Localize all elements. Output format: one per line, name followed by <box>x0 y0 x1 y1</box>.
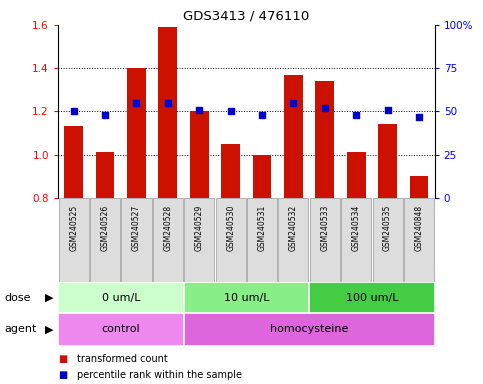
Bar <box>347 152 366 198</box>
Text: percentile rank within the sample: percentile rank within the sample <box>77 370 242 380</box>
Point <box>101 112 109 118</box>
Text: GSM240531: GSM240531 <box>257 205 267 251</box>
Text: 0 um/L: 0 um/L <box>101 293 140 303</box>
Point <box>321 105 328 111</box>
Bar <box>127 68 146 198</box>
FancyBboxPatch shape <box>153 198 183 282</box>
FancyBboxPatch shape <box>184 282 309 313</box>
FancyBboxPatch shape <box>58 313 184 346</box>
Text: dose: dose <box>5 293 31 303</box>
FancyBboxPatch shape <box>310 198 340 282</box>
Text: GSM240848: GSM240848 <box>414 205 424 251</box>
Point <box>70 108 78 114</box>
FancyBboxPatch shape <box>341 198 371 282</box>
FancyBboxPatch shape <box>404 198 434 282</box>
Point <box>258 112 266 118</box>
Point <box>195 106 203 113</box>
Bar <box>190 111 209 198</box>
Text: ■: ■ <box>58 370 67 380</box>
FancyBboxPatch shape <box>184 313 435 346</box>
Text: GSM240535: GSM240535 <box>383 205 392 251</box>
Text: GSM240525: GSM240525 <box>69 205 78 251</box>
FancyBboxPatch shape <box>121 198 152 282</box>
Text: GSM240527: GSM240527 <box>132 205 141 251</box>
FancyBboxPatch shape <box>247 198 277 282</box>
Text: GSM240532: GSM240532 <box>289 205 298 251</box>
Text: ■: ■ <box>58 354 67 364</box>
Text: 10 um/L: 10 um/L <box>224 293 269 303</box>
FancyBboxPatch shape <box>58 198 89 282</box>
Point <box>133 99 141 106</box>
Point <box>290 99 298 106</box>
Text: GSM240533: GSM240533 <box>320 205 329 251</box>
FancyBboxPatch shape <box>215 198 246 282</box>
FancyBboxPatch shape <box>58 282 184 313</box>
Point <box>415 114 423 120</box>
Text: GSM240534: GSM240534 <box>352 205 361 251</box>
Title: GDS3413 / 476110: GDS3413 / 476110 <box>183 9 310 22</box>
Point <box>353 112 360 118</box>
Bar <box>253 155 271 198</box>
Text: ▶: ▶ <box>44 293 53 303</box>
Text: transformed count: transformed count <box>77 354 168 364</box>
Bar <box>284 74 303 198</box>
FancyBboxPatch shape <box>278 198 309 282</box>
Bar <box>410 176 428 198</box>
FancyBboxPatch shape <box>90 198 120 282</box>
Text: ▶: ▶ <box>44 324 53 334</box>
Bar <box>315 81 334 198</box>
Text: GSM240529: GSM240529 <box>195 205 204 251</box>
Bar <box>96 152 114 198</box>
Text: agent: agent <box>5 324 37 334</box>
Text: homocysteine: homocysteine <box>270 324 348 334</box>
FancyBboxPatch shape <box>184 198 214 282</box>
Point <box>227 108 235 114</box>
Bar <box>64 126 83 198</box>
Bar <box>378 124 397 198</box>
Text: 100 um/L: 100 um/L <box>346 293 398 303</box>
Bar <box>221 144 240 198</box>
Text: GSM240526: GSM240526 <box>100 205 110 251</box>
Text: GSM240530: GSM240530 <box>226 205 235 251</box>
Bar <box>158 27 177 198</box>
FancyBboxPatch shape <box>372 198 403 282</box>
Text: GSM240528: GSM240528 <box>163 205 172 251</box>
Point <box>384 106 392 113</box>
Point <box>164 99 172 106</box>
Text: control: control <box>101 324 140 334</box>
FancyBboxPatch shape <box>309 282 435 313</box>
